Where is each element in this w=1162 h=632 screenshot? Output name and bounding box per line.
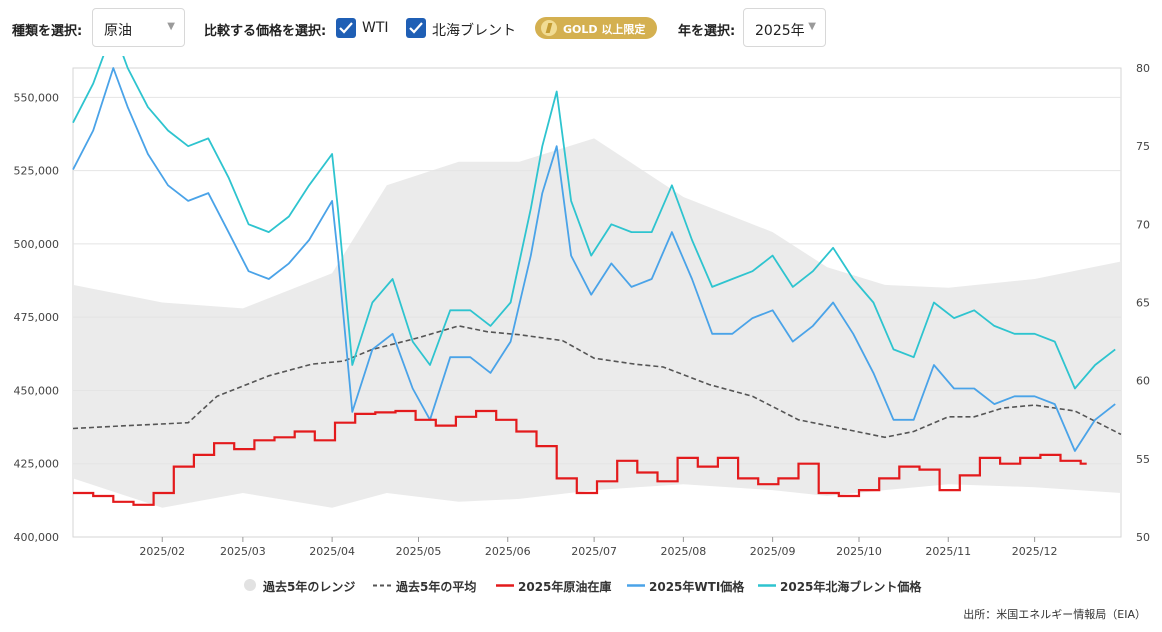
legend-inventory-swatch [496, 584, 514, 587]
legend-range-swatch [244, 579, 256, 591]
gold-badge-label: GOLD 以上限定 [563, 23, 646, 36]
x-tick-label: 2025/07 [571, 545, 617, 558]
brent-checkbox[interactable] [406, 18, 426, 38]
legend-average[interactable]: 過去5年の平均 [396, 580, 477, 594]
y-right-tick-label: 50 [1136, 531, 1150, 544]
wti-checkbox[interactable] [336, 18, 356, 38]
x-tick-label: 2025/05 [396, 545, 442, 558]
y-right-tick-label: 60 [1136, 375, 1150, 388]
chevron-down-icon: ▼ [167, 21, 175, 32]
crude-inventory-line [73, 409, 1087, 506]
year-select-value: 2025年 [755, 23, 805, 39]
five-year-average-line [72, 325, 1122, 439]
type-select-label: 種類を選択: [12, 24, 83, 39]
chart-legend: 過去5年のレンジ 過去5年の平均 2025年原油在庫 2025年WTI価格 20… [0, 574, 1162, 596]
control-bar: 種類を選択: 原油 ▼ 比較する価格を選択: WTI 北海ブレント GOLD 以… [0, 0, 1162, 56]
legend-brent[interactable]: 2025年北海ブレント価格 [780, 580, 922, 594]
y-right-tick-label: 75 [1136, 140, 1150, 153]
y-left-tick-label: 550,000 [14, 91, 60, 104]
legend-range[interactable]: 過去5年のレンジ [263, 580, 356, 594]
legend-wti[interactable]: 2025年WTI価格 [649, 580, 745, 594]
type-select[interactable]: 原油 ▼ [92, 8, 185, 47]
legend-average-swatch [373, 584, 391, 587]
x-tick-label: 2025/12 [1012, 545, 1058, 558]
y-left-tick-label: 475,000 [14, 311, 60, 324]
x-tick-label: 2025/06 [485, 545, 531, 558]
x-tick-label: 2025/03 [220, 545, 266, 558]
legend-brent-swatch [758, 584, 776, 587]
x-tick-label: 2025/02 [139, 545, 185, 558]
x-tick-label: 2025/08 [661, 545, 707, 558]
gold-badge[interactable]: GOLD 以上限定 [535, 17, 657, 39]
y-left-tick-label: 425,000 [14, 458, 60, 471]
y-left-tick-label: 450,000 [14, 384, 60, 397]
y-left-tick-label: 525,000 [14, 165, 60, 178]
wti-checkbox-label[interactable]: WTI [362, 20, 389, 36]
source-note: 出所：米国エネルギー情報局（EIA） [963, 608, 1146, 621]
check-icon [409, 22, 423, 34]
type-select-value: 原油 [104, 23, 132, 39]
gold-coin-icon [541, 20, 557, 36]
legend-wti-swatch [627, 584, 645, 587]
chevron-down-icon: ▼ [808, 21, 816, 32]
x-tick-label: 2025/11 [925, 545, 971, 558]
year-select[interactable]: 2025年 ▼ [743, 8, 826, 47]
y-right-tick-label: 70 [1136, 218, 1150, 231]
y-right-tick-label: 80 [1136, 62, 1150, 75]
y-left-tick-label: 400,000 [14, 531, 60, 544]
wti-price-line [72, 67, 1116, 452]
compare-label: 比較する価格を選択: [204, 24, 327, 39]
five-year-range-band [73, 138, 1121, 508]
x-tick-label: 2025/09 [750, 545, 796, 558]
year-select-label: 年を選択: [678, 24, 736, 39]
y-right-tick-label: 65 [1136, 297, 1150, 310]
y-right-tick-label: 55 [1136, 453, 1150, 466]
legend-inventory[interactable]: 2025年原油在庫 [518, 580, 612, 594]
brent-price-line [72, 56, 1116, 390]
x-tick-label: 2025/10 [836, 545, 882, 558]
y-left-tick-label: 500,000 [14, 238, 60, 251]
x-tick-label: 2025/04 [309, 545, 355, 558]
check-icon [339, 22, 353, 34]
inventory-price-chart: 400,000 425,000 450,000 475,000 500,000 525,0… [14, 56, 1150, 558]
brent-checkbox-label[interactable]: 北海ブレント [432, 23, 516, 39]
